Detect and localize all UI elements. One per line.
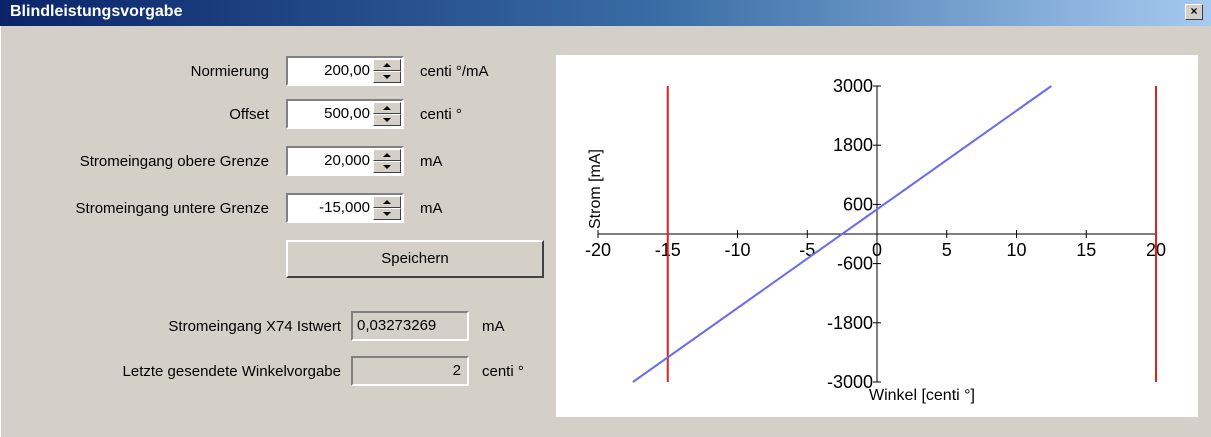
offset-value: 500,00 (324, 105, 370, 122)
normierung-spinbox[interactable]: 200,00 (286, 56, 404, 86)
strom-winkel-chart: -20 -15 -10 -5 0 5 10 15 2030001800600-600-1800-… (585, 76, 1166, 404)
save-button[interactable]: Speichern (286, 240, 544, 278)
x-tick-label: 5 (942, 240, 952, 260)
offset-unit: centi ° (420, 106, 462, 123)
offset-down-button[interactable] (373, 114, 401, 126)
untere-grenze-value: -15,000 (319, 199, 370, 216)
istwert-label: Stromeingang X74 Istwert (168, 318, 341, 335)
untere-grenze-down-button[interactable] (373, 208, 401, 220)
series-line (632, 85, 1052, 383)
istwert-unit: mA (482, 318, 505, 335)
arrow-down-icon (383, 75, 391, 79)
offset-up-button[interactable] (373, 102, 401, 114)
normierung-label: Normierung (190, 63, 269, 80)
y-tick-label: -600 (837, 254, 873, 274)
normierung-value: 200,00 (324, 62, 370, 79)
istwert-field: 0,03273269 (351, 311, 469, 341)
obere-grenze-spinbox[interactable]: 20,000 (286, 146, 404, 176)
untere-grenze-unit: mA (420, 200, 443, 217)
obere-grenze-value: 20,000 (324, 152, 370, 169)
normierung-unit: centi °/mA (420, 63, 489, 80)
obere-grenze-label: Stromeingang obere Grenze (79, 153, 269, 170)
winkel-value: 2 (452, 362, 461, 379)
arrow-down-icon (383, 165, 391, 169)
x-tick-label: 0 (872, 240, 882, 260)
arrow-down-icon (383, 118, 391, 122)
x-axis-label: Winkel [centi °] (869, 387, 975, 404)
y-tick-label: 1800 (833, 135, 873, 155)
x-tick-label: -20 (585, 240, 611, 260)
y-tick-label: 600 (843, 194, 873, 214)
winkel-label: Letzte gesendete Winkelvorgabe (122, 363, 341, 380)
winkel-unit: centi ° (482, 363, 524, 380)
arrow-up-icon (383, 200, 391, 204)
obere-grenze-down-button[interactable] (373, 161, 401, 173)
y-axis-label: Strom [mA] (587, 149, 604, 229)
chart-panel: -20 -15 -10 -5 0 5 10 15 20 3000 1800 600 -600 -1800-… (556, 55, 1198, 417)
untere-grenze-spinbox[interactable]: -15,000 (286, 193, 404, 223)
close-icon[interactable]: × (1185, 4, 1203, 20)
window-title: Blindleistungsvorgabe (10, 3, 183, 20)
x-tick-label: -5 (799, 240, 815, 260)
arrow-up-icon (383, 63, 391, 67)
offset-spinbox[interactable]: 500,00 (286, 99, 404, 129)
x-tick-label: 10 (1006, 240, 1026, 260)
arrow-up-icon (383, 106, 391, 110)
normierung-down-button[interactable] (373, 71, 401, 83)
x-tick-label: -10 (724, 240, 750, 260)
x-tick-label: 15 (1076, 240, 1096, 260)
y-tick-label: -1800 (827, 313, 873, 333)
obere-grenze-up-button[interactable] (373, 149, 401, 161)
untere-grenze-label: Stromeingang untere Grenze (75, 200, 269, 217)
obere-grenze-unit: mA (420, 153, 443, 170)
arrow-up-icon (383, 153, 391, 157)
y-tick-label: 3000 (833, 76, 873, 96)
y-tick-label: -3000 (827, 372, 873, 392)
title-bar: Blindleistungsvorgabe × (0, 0, 1211, 26)
istwert-value: 0,03273269 (357, 317, 437, 334)
window-body (0, 26, 1211, 437)
offset-label: Offset (229, 106, 269, 123)
winkel-field: 2 (351, 356, 469, 386)
arrow-down-icon (383, 212, 391, 216)
normierung-up-button[interactable] (373, 59, 401, 71)
untere-grenze-up-button[interactable] (373, 196, 401, 208)
